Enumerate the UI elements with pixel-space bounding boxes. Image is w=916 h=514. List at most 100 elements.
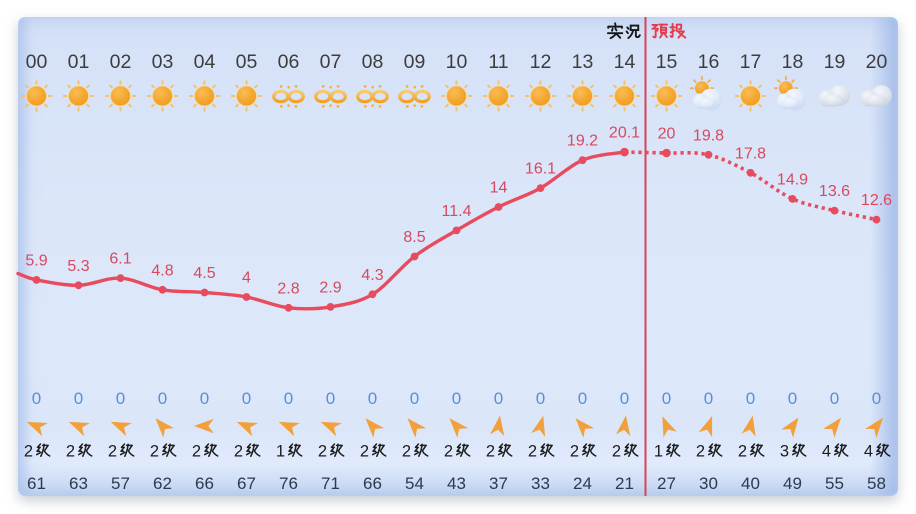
- svg-text:14: 14: [490, 180, 508, 197]
- svg-text:11.4: 11.4: [442, 203, 472, 220]
- svg-text:2: 2: [108, 443, 117, 461]
- svg-text:63: 63: [69, 474, 88, 493]
- svg-text:55: 55: [825, 474, 844, 493]
- svg-text:67: 67: [237, 474, 256, 493]
- svg-text:43: 43: [447, 474, 466, 493]
- svg-text:14.9: 14.9: [777, 171, 808, 188]
- svg-text:0: 0: [536, 389, 545, 408]
- svg-text:57: 57: [111, 474, 130, 493]
- svg-text:12: 12: [530, 51, 552, 73]
- svg-text:19.2: 19.2: [567, 133, 598, 150]
- svg-text:4: 4: [242, 270, 251, 287]
- svg-text:62: 62: [153, 474, 172, 493]
- svg-text:04: 04: [194, 51, 216, 73]
- svg-text:17: 17: [740, 51, 762, 73]
- svg-text:0: 0: [116, 389, 125, 408]
- svg-text:13.6: 13.6: [819, 183, 850, 200]
- svg-text:1: 1: [654, 443, 663, 461]
- svg-text:37: 37: [489, 474, 508, 493]
- svg-text:05: 05: [236, 51, 258, 73]
- svg-text:2: 2: [528, 443, 537, 461]
- svg-text:0: 0: [284, 389, 293, 408]
- svg-text:15: 15: [656, 51, 678, 73]
- svg-text:2: 2: [192, 443, 201, 461]
- svg-text:2: 2: [318, 443, 327, 461]
- svg-text:20: 20: [866, 51, 888, 73]
- svg-text:71: 71: [321, 474, 340, 493]
- svg-text:0: 0: [410, 389, 419, 408]
- svg-text:1: 1: [276, 443, 285, 461]
- svg-text:0: 0: [494, 389, 503, 408]
- svg-text:40: 40: [741, 474, 760, 493]
- svg-text:03: 03: [152, 51, 174, 73]
- svg-text:2: 2: [696, 443, 705, 461]
- svg-text:01: 01: [68, 51, 90, 73]
- svg-text:2.9: 2.9: [319, 279, 341, 296]
- svg-text:09: 09: [404, 51, 426, 73]
- svg-text:2: 2: [612, 443, 621, 461]
- svg-text:76: 76: [279, 474, 298, 493]
- svg-text:20: 20: [658, 126, 676, 143]
- svg-text:2: 2: [150, 443, 159, 461]
- svg-text:2: 2: [738, 443, 747, 461]
- svg-text:2: 2: [66, 443, 75, 461]
- svg-text:0: 0: [242, 389, 251, 408]
- svg-text:14: 14: [614, 51, 636, 73]
- svg-text:10: 10: [446, 51, 468, 73]
- svg-text:0: 0: [662, 389, 671, 408]
- svg-text:0: 0: [158, 389, 167, 408]
- svg-text:00: 00: [26, 51, 48, 73]
- svg-text:4.8: 4.8: [151, 262, 173, 279]
- svg-text:4.5: 4.5: [193, 265, 215, 282]
- svg-text:33: 33: [531, 474, 550, 493]
- svg-text:8.5: 8.5: [403, 229, 425, 246]
- svg-text:49: 49: [783, 474, 802, 493]
- svg-text:17.8: 17.8: [735, 145, 766, 162]
- svg-text:2: 2: [24, 443, 33, 461]
- svg-text:2: 2: [444, 443, 453, 461]
- svg-text:0: 0: [368, 389, 377, 408]
- svg-text:5.3: 5.3: [67, 258, 89, 275]
- svg-text:66: 66: [195, 474, 214, 493]
- svg-text:16.1: 16.1: [525, 161, 556, 178]
- svg-text:11: 11: [488, 51, 508, 73]
- svg-text:19.8: 19.8: [693, 127, 724, 144]
- svg-text:21: 21: [615, 474, 634, 493]
- svg-text:2: 2: [234, 443, 243, 461]
- svg-text:0: 0: [326, 389, 335, 408]
- svg-text:2: 2: [360, 443, 369, 461]
- svg-text:18: 18: [782, 51, 804, 73]
- svg-text:54: 54: [405, 474, 424, 493]
- svg-text:58: 58: [867, 474, 886, 493]
- svg-text:4.3: 4.3: [361, 267, 383, 284]
- svg-text:66: 66: [363, 474, 382, 493]
- svg-text:13: 13: [572, 51, 594, 73]
- svg-text:61: 61: [27, 474, 46, 493]
- svg-text:0: 0: [830, 389, 839, 408]
- svg-text:5.9: 5.9: [25, 252, 47, 269]
- svg-text:0: 0: [704, 389, 713, 408]
- svg-text:19: 19: [824, 51, 846, 73]
- svg-text:02: 02: [110, 51, 132, 73]
- svg-text:2.8: 2.8: [277, 280, 299, 297]
- svg-text:0: 0: [620, 389, 629, 408]
- svg-text:4: 4: [864, 443, 873, 461]
- svg-text:3: 3: [780, 443, 789, 461]
- svg-text:6.1: 6.1: [109, 251, 131, 268]
- svg-text:2: 2: [402, 443, 411, 461]
- svg-text:2: 2: [570, 443, 579, 461]
- svg-text:0: 0: [74, 389, 83, 408]
- svg-text:0: 0: [32, 389, 41, 408]
- svg-text:08: 08: [362, 51, 384, 73]
- svg-text:30: 30: [699, 474, 718, 493]
- svg-text:16: 16: [698, 51, 720, 73]
- svg-text:0: 0: [788, 389, 797, 408]
- svg-text:07: 07: [320, 51, 342, 73]
- svg-text:4: 4: [822, 443, 831, 461]
- svg-text:06: 06: [278, 51, 300, 73]
- svg-text:12.6: 12.6: [861, 192, 892, 209]
- svg-text:0: 0: [872, 389, 881, 408]
- svg-text:0: 0: [452, 389, 461, 408]
- svg-text:0: 0: [746, 389, 755, 408]
- svg-text:2: 2: [486, 443, 495, 461]
